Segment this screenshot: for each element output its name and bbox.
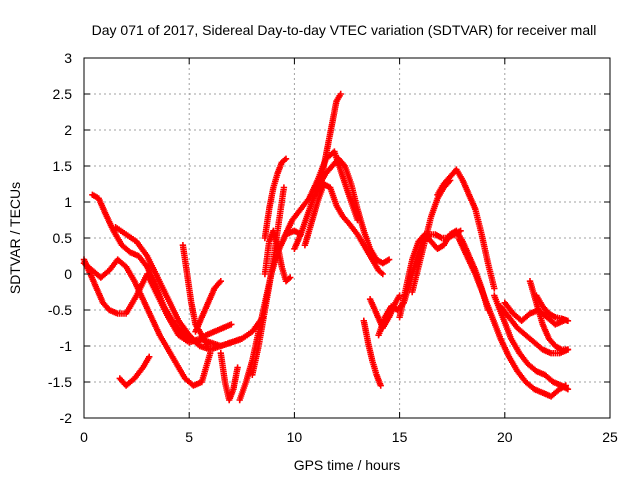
y-tick-label: -2: [60, 410, 73, 426]
y-tick-label: 1: [64, 194, 72, 210]
y-tick-label: 0.5: [53, 230, 73, 246]
y-tick-label: -1: [60, 338, 73, 354]
series-markers-arc-8: [217, 350, 241, 404]
series-markers-arc-23: [455, 234, 569, 400]
y-tick-label: 2.5: [53, 86, 73, 102]
grid-layer: [84, 58, 610, 418]
x-tick-label: 25: [602, 429, 618, 445]
x-tick-label: 0: [80, 429, 88, 445]
series-arc-28: [533, 292, 572, 324]
y-tick-label: 2: [64, 122, 72, 138]
series-arc-17: [360, 317, 384, 389]
series-markers-arc-4: [112, 224, 245, 353]
series-arc-22: [434, 166, 498, 292]
series-arc-25: [497, 303, 572, 357]
series-arc-10: [249, 184, 288, 378]
series-markers-arc-12: [261, 155, 290, 242]
y-tick-label: 3: [64, 50, 72, 66]
series-arc-14: [301, 180, 386, 278]
data-layer: [80, 90, 572, 404]
series-markers-arc-24: [491, 292, 572, 393]
series-arc-12: [261, 155, 290, 242]
y-tick-label: 1.5: [53, 158, 73, 174]
x-tick-label: 10: [287, 429, 303, 445]
series-markers-arc-14: [301, 180, 386, 278]
series-arc-8: [217, 350, 241, 404]
x-tick-label: 20: [497, 429, 513, 445]
y-tick-label: 0: [64, 266, 72, 282]
series-markers-arc-28: [533, 292, 572, 324]
series-markers-arc-7: [192, 278, 224, 335]
series-markers-arc-5: [116, 353, 153, 389]
y-tick-label: -0.5: [48, 302, 72, 318]
series-markers-arc-10: [249, 184, 288, 378]
series-markers-arc-17: [360, 317, 384, 389]
series-arc-23: [455, 234, 569, 400]
series-markers-arc-11: [261, 227, 294, 285]
series-arc-7: [192, 278, 224, 335]
series-markers-arc-27: [526, 278, 572, 353]
series-arc-24: [491, 292, 572, 393]
y-axis-title: SDTVAR / TECUs: [7, 182, 23, 294]
chart-title: Day 071 of 2017, Sidereal Day-to-day VTE…: [92, 22, 597, 38]
series-markers-arc-22: [434, 166, 498, 292]
x-tick-label: 5: [185, 429, 193, 445]
x-tick-label: 15: [392, 429, 408, 445]
y-tick-label: -1.5: [48, 374, 72, 390]
series-arc-11: [261, 227, 294, 285]
x-axis-title: GPS time / hours: [294, 457, 401, 473]
series-markers-arc-16: [316, 90, 344, 191]
series-markers-arc-25: [497, 303, 572, 357]
series-arc-16: [316, 90, 344, 191]
series-arc-27: [526, 278, 572, 353]
series-arc-4: [112, 224, 245, 353]
series-arc-5: [116, 353, 153, 389]
tick-layer: 0 5 10 15 20 25 -2 -1.5 -1 -0.5 0 0.5 1 1.5 2 2.5 3: [48, 50, 618, 445]
